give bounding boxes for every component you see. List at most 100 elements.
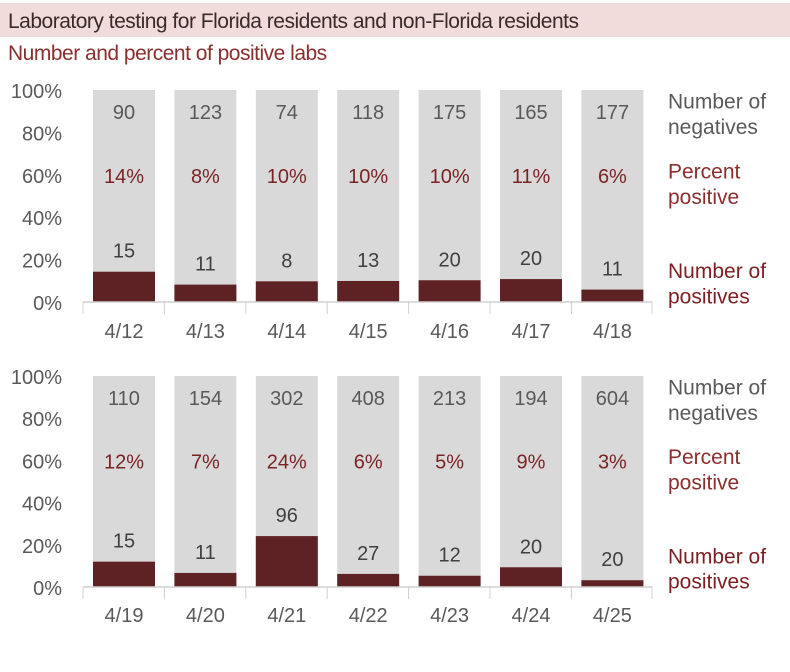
bar-positives: [93, 561, 155, 587]
bar-negatives: [93, 90, 155, 302]
negatives-label: 175: [433, 102, 466, 124]
positives-label: 20: [438, 249, 460, 271]
y-tick-label: 80%: [22, 123, 62, 145]
bar-negatives: [93, 376, 155, 587]
negatives-label: 177: [596, 102, 629, 124]
percent-label: 14%: [104, 166, 144, 188]
y-tick-label: 0%: [33, 293, 62, 315]
negatives-label: 408: [352, 388, 385, 410]
y-tick-label: 100%: [11, 367, 62, 389]
percent-label: 5%: [435, 451, 464, 473]
x-tick-label: 4/14: [267, 321, 306, 343]
bar-positives: [174, 284, 237, 302]
legend-positives-line1: Number of: [668, 260, 766, 283]
bar-positives: [500, 567, 562, 587]
positives-label: 20: [601, 549, 623, 571]
legend-negatives-line2: negatives: [668, 116, 758, 139]
title-bar: Laboratory testing for Florida residents…: [0, 3, 790, 37]
positives-label: 15: [113, 241, 135, 263]
x-tick-label: 4/12: [105, 321, 144, 343]
y-tick-label: 40%: [22, 208, 62, 230]
x-tick-label: 4/23: [430, 605, 469, 627]
positives-label: 11: [602, 259, 623, 281]
negatives-label: 90: [113, 102, 135, 124]
bar-negatives: [255, 90, 318, 302]
positives-label: 8: [281, 250, 292, 272]
x-tick-label: 4/20: [186, 605, 225, 627]
y-tick-label: 100%: [11, 81, 62, 103]
legend-positives-line1: Number of: [668, 545, 766, 568]
bar-positives: [337, 573, 400, 587]
bar-negatives: [418, 90, 481, 302]
bar-positives: [255, 536, 318, 587]
percent-label: 9%: [517, 451, 546, 473]
bar-positives: [337, 280, 400, 302]
positives-label: 20: [520, 248, 542, 270]
legend-negatives-line1: Number of: [668, 377, 766, 400]
legend-percent-line2: positive: [668, 186, 739, 209]
bar-negatives: [500, 90, 562, 302]
bar-positives: [581, 580, 644, 587]
x-tick-label: 4/18: [593, 321, 632, 343]
negatives-label: 604: [596, 388, 629, 410]
percent-label: 24%: [267, 451, 307, 473]
x-tick-label: 4/16: [430, 321, 469, 343]
bar-positives: [418, 280, 481, 302]
y-tick-label: 20%: [22, 251, 62, 273]
positives-label: 15: [113, 531, 135, 553]
legend-percent-line2: positive: [668, 472, 739, 495]
bar-negatives: [581, 90, 644, 302]
positives-label: 27: [357, 543, 379, 565]
x-tick-label: 4/13: [186, 321, 225, 343]
negatives-label: 165: [514, 102, 547, 124]
percent-label: 11%: [512, 166, 551, 188]
y-tick-label: 60%: [22, 166, 62, 188]
bar-negatives: [337, 90, 400, 302]
percent-label: 10%: [267, 166, 307, 188]
y-tick-label: 60%: [22, 451, 62, 473]
percent-label: 8%: [191, 166, 220, 188]
y-tick-label: 20%: [22, 536, 62, 558]
positives-label: 96: [276, 505, 298, 527]
negatives-label: 194: [514, 388, 547, 410]
percent-label: 10%: [430, 166, 470, 188]
negatives-label: 123: [189, 102, 222, 124]
x-tick-label: 4/17: [512, 321, 551, 343]
bar-negatives: [500, 376, 562, 587]
negatives-label: 118: [352, 102, 384, 124]
positives-label: 11: [195, 254, 216, 276]
percent-label: 10%: [348, 166, 388, 188]
percent-label: 6%: [354, 451, 383, 473]
x-tick-label: 4/22: [349, 605, 388, 627]
bar-positives: [500, 279, 562, 302]
legend-negatives-line2: negatives: [668, 402, 758, 425]
x-tick-label: 4/24: [512, 605, 551, 627]
positives-label: 20: [520, 536, 542, 558]
negatives-label: 110: [108, 388, 140, 410]
bar-negatives: [174, 376, 237, 587]
y-tick-label: 40%: [22, 494, 62, 516]
percent-label: 6%: [598, 166, 627, 188]
bar-negatives: [174, 90, 237, 302]
bar-positives: [581, 289, 644, 302]
legend-percent-line1: Percent: [668, 161, 741, 184]
bar-positives: [93, 271, 155, 302]
x-tick-label: 4/19: [105, 605, 144, 627]
y-tick-label: 0%: [33, 578, 62, 600]
positives-label: 12: [438, 545, 460, 567]
bar-positives: [255, 281, 318, 302]
bar-positives: [174, 572, 237, 587]
negatives-label: 213: [433, 388, 466, 410]
negatives-label: 154: [189, 388, 222, 410]
y-tick-label: 80%: [22, 409, 62, 431]
chart-title: Laboratory testing for Florida residents…: [8, 10, 579, 33]
bar-negatives: [337, 376, 400, 587]
negatives-label: 74: [276, 102, 298, 124]
legend-positives-line2: positives: [668, 571, 750, 594]
percent-label: 12%: [104, 451, 144, 473]
negatives-label: 302: [270, 388, 303, 410]
percent-label: 3%: [598, 451, 627, 473]
x-tick-label: 4/21: [267, 605, 306, 627]
